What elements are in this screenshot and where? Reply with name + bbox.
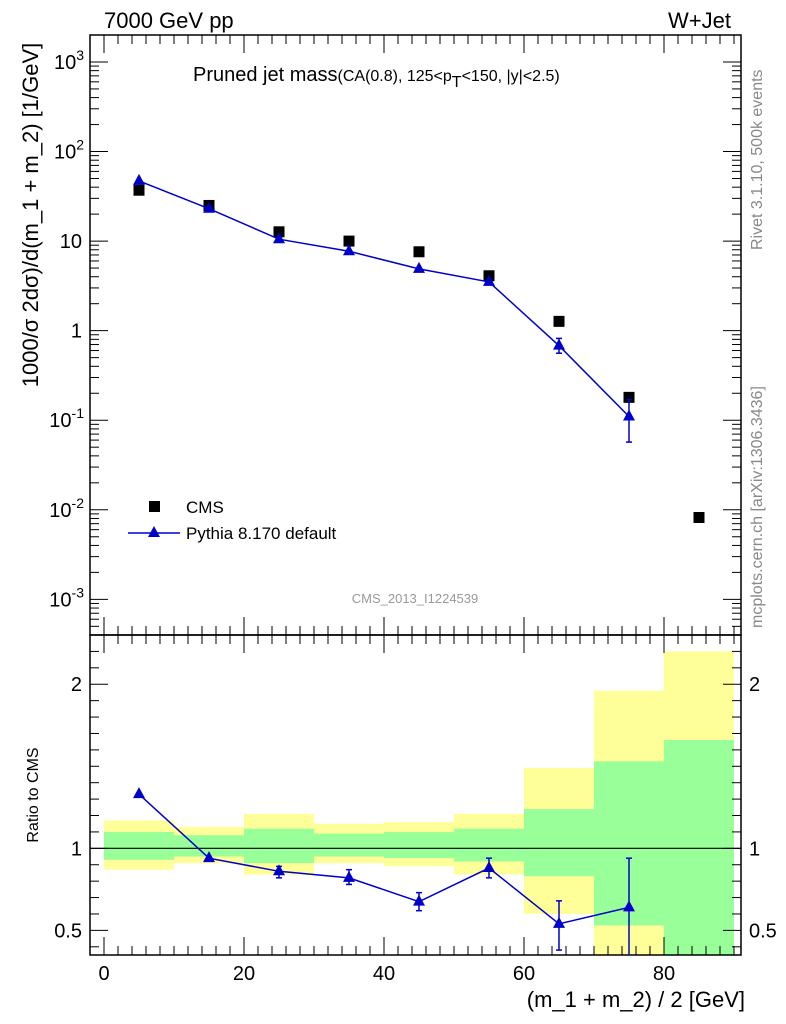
mc-point bbox=[413, 261, 425, 273]
mc-line bbox=[138, 180, 630, 418]
cms-point bbox=[623, 391, 635, 403]
mc-point bbox=[623, 409, 635, 421]
legend-cms-label: CMS bbox=[186, 498, 224, 517]
plot-title-rest: <150, |y|<2.5) bbox=[462, 68, 560, 85]
ratio-mc-point bbox=[203, 851, 215, 863]
ratio-mc-point bbox=[553, 916, 565, 928]
legend-mc-marker bbox=[148, 526, 160, 537]
plot-title-subscript: T bbox=[452, 74, 462, 91]
ratio-bands bbox=[90, 651, 741, 955]
watermark: CMS_2013_I1224539 bbox=[352, 591, 479, 606]
main-ylabel: 1000/σ 2dσ)/d(m_1 + m_2) [1/GeV] bbox=[18, 43, 43, 388]
rivet-label: Rivet 3.1.10, 500k events bbox=[749, 69, 766, 250]
plot-title-main: Pruned jet mass bbox=[193, 64, 338, 86]
main-ytick-label: 10 bbox=[60, 231, 82, 253]
legend-mc-label: Pythia 8.170 default bbox=[186, 524, 337, 543]
legend: CMS Pythia 8.170 default bbox=[128, 498, 337, 543]
header-left: 7000 GeV pp bbox=[104, 8, 234, 33]
main-ytick-label: 102 bbox=[54, 137, 84, 164]
header-right: W+Jet bbox=[668, 8, 731, 33]
ratio-ytick-label-right: 2 bbox=[749, 674, 760, 696]
plot-title: Pruned jet mass(CA(0.8), 125<pT<150, |y|… bbox=[193, 64, 560, 91]
main-ytick-label: 1 bbox=[71, 321, 82, 343]
mc-point bbox=[203, 201, 215, 213]
ratio-mc-point bbox=[413, 894, 425, 906]
ratio-ytick-label: 2 bbox=[71, 674, 82, 696]
ratio-xtick-label: 80 bbox=[653, 963, 675, 985]
band-inner bbox=[174, 835, 244, 857]
band-inner bbox=[664, 740, 734, 955]
ratio-mc-point bbox=[133, 787, 145, 799]
band-inner bbox=[244, 828, 314, 864]
ratio-frame bbox=[89, 634, 742, 956]
ratio-mc-point bbox=[623, 900, 635, 912]
ratio-ytick-label-right: 1 bbox=[749, 838, 760, 860]
band-inner bbox=[104, 831, 174, 860]
ratio-ytick-label: 0.5 bbox=[54, 920, 82, 942]
main-ytick-label: 10-1 bbox=[49, 405, 84, 432]
axis-ticks: 10-3 10-2 10-1 1 10 102 103 0 20 40 60 80 0.5 0.5 1 1 2 2 bbox=[49, 34, 777, 985]
cms-point bbox=[273, 226, 285, 238]
plot-title-sub: (CA(0.8), 125<p bbox=[338, 68, 452, 85]
ratio-mc-point bbox=[343, 870, 355, 882]
band-inner bbox=[524, 808, 594, 877]
ratio-xtick-label: 60 bbox=[513, 963, 535, 985]
cms-point bbox=[413, 246, 425, 258]
cms-point bbox=[133, 184, 145, 196]
band-inner bbox=[314, 833, 384, 857]
mc-point bbox=[483, 274, 495, 286]
main-ytick-label: 10-2 bbox=[49, 495, 84, 522]
band-inner bbox=[384, 831, 454, 859]
ratio-xtick-label: 40 bbox=[373, 963, 395, 985]
legend-cms-marker bbox=[149, 501, 160, 512]
ratio-ytick-label: 1 bbox=[71, 838, 82, 860]
ratio-xlabel: (m_1 + m_2) / 2 [GeV] bbox=[527, 987, 745, 1012]
mc-point bbox=[273, 232, 285, 244]
ratio-ylabel: Ratio to CMS bbox=[25, 747, 42, 842]
cms-point bbox=[693, 512, 705, 524]
ratio-xtick-label: 0 bbox=[98, 963, 109, 985]
ratio-xtick-label: 20 bbox=[233, 963, 255, 985]
main-frame bbox=[89, 34, 742, 636]
cms-point bbox=[343, 235, 355, 247]
main-ytick-label: 10-3 bbox=[49, 584, 84, 611]
mc-point bbox=[133, 173, 145, 185]
ratio-ytick-label-right: 0.5 bbox=[749, 920, 777, 942]
ratio-mc-point bbox=[483, 861, 495, 873]
data-marks bbox=[133, 173, 705, 955]
mc-point bbox=[553, 338, 565, 350]
mc-point bbox=[343, 244, 355, 256]
ratio-mc-point bbox=[273, 864, 285, 876]
band-inner bbox=[454, 828, 524, 862]
ratio-mc-line bbox=[138, 793, 630, 925]
mcplots-label: mcplots.cern.ch [arXiv:1306.3436] bbox=[749, 386, 766, 628]
main-ytick-label: 103 bbox=[54, 47, 84, 74]
cms-point bbox=[553, 315, 565, 327]
